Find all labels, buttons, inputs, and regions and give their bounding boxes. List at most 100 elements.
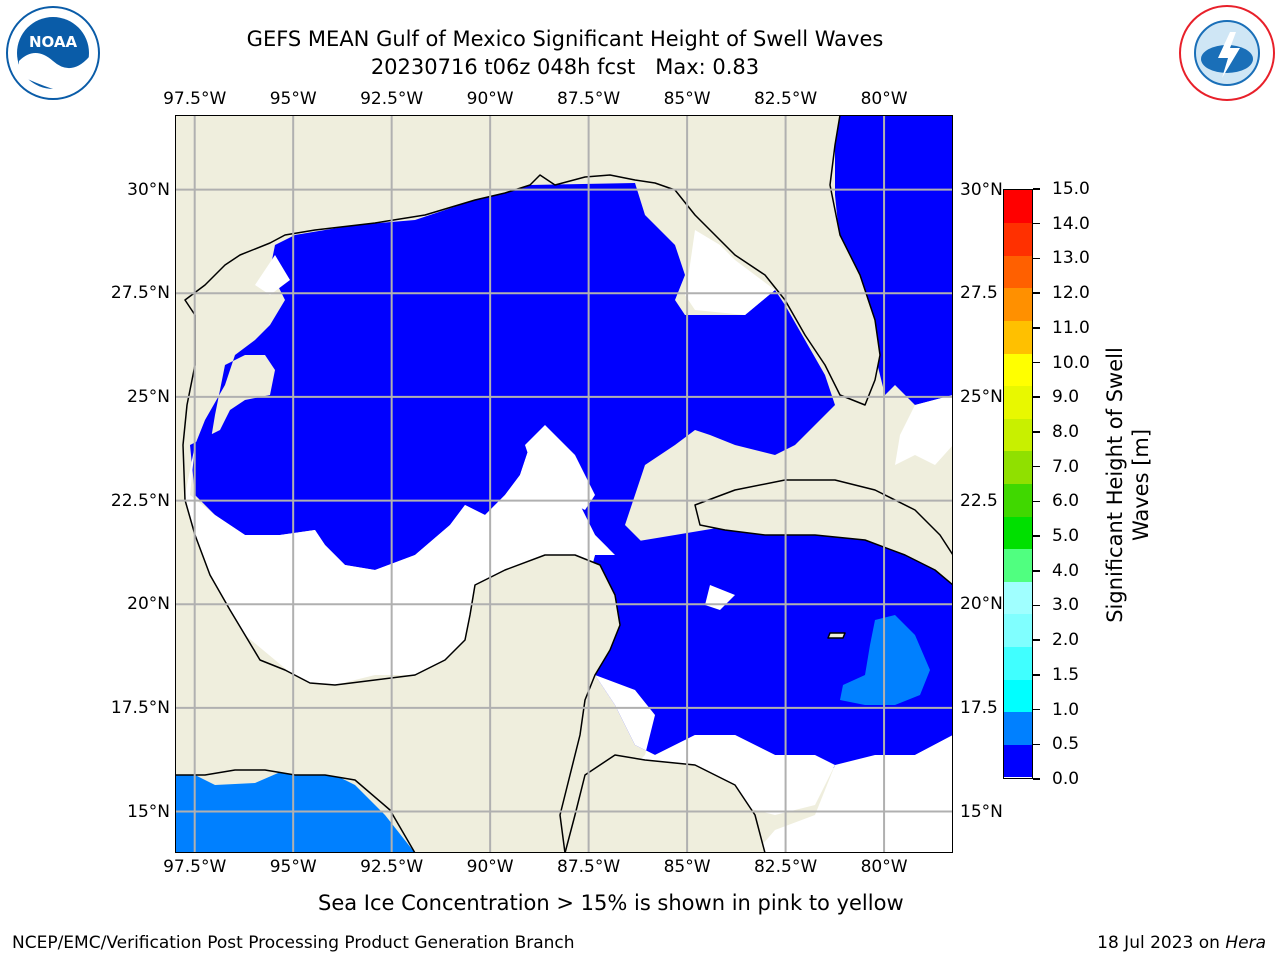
colorbar-label-0: 0.0 — [1052, 769, 1080, 789]
colorbar-title-line1: Significant Height of Swell — [1103, 347, 1127, 623]
colorbar-tick-8 — [1033, 500, 1040, 503]
colorbar-title-line2: Waves [m] — [1129, 428, 1153, 542]
lon-label-top-5: 85°W — [663, 89, 711, 109]
colorbar-label-4: 2.0 — [1052, 630, 1080, 651]
colorbar-label-15: 13.0 — [1052, 248, 1090, 269]
colorbar-tick-15 — [1033, 257, 1040, 260]
lat-label-left-5: 17.5°N — [110, 697, 170, 718]
colorbar-tick-2 — [1033, 708, 1040, 711]
swell-region-north-gulf — [189, 182, 835, 570]
colorbar-label-12: 10.0 — [1052, 352, 1090, 373]
colorbar-tick-0 — [1033, 778, 1040, 780]
lon-label-bottom-0: 97.5°W — [163, 857, 227, 877]
colorbar-segment-15 — [1004, 255, 1032, 289]
colorbar-tick-16 — [1033, 222, 1040, 225]
colorbar-label-16: 14.0 — [1052, 213, 1090, 234]
colorbar-label-2: 1.0 — [1052, 699, 1080, 720]
lat-label-right-2: 25°N — [960, 386, 1003, 407]
nws-logo-icon — [1179, 5, 1275, 101]
lat-label-left-0: 30°N — [127, 179, 170, 200]
colorbar-title: Significant Height of Swell Waves [m] — [1102, 347, 1154, 623]
colorbar — [1003, 189, 1033, 779]
colorbar-segment-16 — [1004, 222, 1032, 256]
lon-label-bottom-6: 82.5°W — [753, 857, 818, 877]
colorbar-tick-7 — [1033, 535, 1040, 537]
colorbar-label-3: 1.5 — [1052, 664, 1080, 685]
swell-region-atlantic — [834, 116, 952, 405]
land-isle — [826, 631, 846, 639]
colorbar-segment-14 — [1004, 287, 1032, 321]
lon-label-top-3: 90°W — [466, 89, 514, 109]
swell-region-caribbean — [584, 514, 952, 785]
footer-date: 18 Jul 2023 on Hera — [1097, 933, 1266, 953]
colorbar-segment-17 — [1004, 190, 1032, 224]
footer-credit: NCEP/EMC/Verification Post Processing Pr… — [12, 933, 575, 953]
lat-label-left-6: 15°N — [127, 801, 170, 822]
colorbar-tick-13 — [1033, 327, 1040, 329]
colorbar-label-7: 5.0 — [1052, 526, 1080, 547]
lon-label-bottom-7: 80°W — [860, 857, 908, 877]
colorbar-tick-14 — [1033, 292, 1040, 294]
colorbar-tick-17 — [1033, 188, 1040, 190]
map-panel — [175, 115, 953, 853]
lat-label-left-2: 25°N — [127, 386, 170, 407]
lat-label-left-1: 27.5°N — [110, 283, 170, 304]
chart-title: GEFS MEAN Gulf of Mexico Significant Hei… — [246, 27, 884, 51]
colorbar-label-10: 8.0 — [1052, 421, 1080, 442]
footer-host: Hera — [1225, 933, 1266, 953]
colorbar-segment-8 — [1004, 483, 1032, 517]
lon-label-bottom-1: 95°W — [269, 857, 317, 877]
colorbar-segment-10 — [1004, 418, 1032, 452]
colorbar-segment-13 — [1004, 320, 1032, 354]
colorbar-label-11: 9.0 — [1052, 387, 1080, 408]
lon-label-top-0: 97.5°W — [163, 89, 227, 109]
land-central-america — [563, 753, 766, 852]
colorbar-segment-1 — [1004, 711, 1032, 745]
colorbar-tick-1 — [1033, 743, 1040, 746]
colorbar-tick-12 — [1033, 361, 1040, 364]
lon-label-top-7: 80°W — [860, 89, 908, 109]
colorbar-segment-11 — [1004, 385, 1032, 419]
noaa-logo-icon: NOAA — [6, 6, 100, 100]
lon-label-bottom-5: 85°W — [663, 857, 711, 877]
colorbar-segment-2 — [1004, 679, 1032, 713]
lon-label-top-6: 82.5°W — [753, 89, 818, 109]
chart-subtitle: 20230716 t06z 048h fcst Max: 0.83 — [370, 55, 760, 79]
colorbar-tick-3 — [1033, 674, 1040, 676]
colorbar-label-17: 15.0 — [1052, 179, 1090, 199]
land-cuba — [693, 478, 952, 586]
lat-label-right-6: 15°N — [960, 801, 1003, 822]
colorbar-segment-6 — [1004, 548, 1032, 582]
lat-label-right-5: 17.5 — [960, 697, 998, 718]
lat-label-left-3: 22.5°N — [110, 490, 170, 511]
colorbar-label-5: 3.0 — [1052, 595, 1080, 616]
lat-label-right-3: 22.5 — [960, 490, 998, 511]
colorbar-tick-5 — [1033, 604, 1040, 607]
colorbar-segment-12 — [1004, 353, 1032, 387]
lat-label-right-4: 20°N — [960, 594, 1003, 615]
colorbar-tick-10 — [1033, 431, 1040, 433]
noaa-logo-text: NOAA — [29, 33, 78, 51]
lat-label-left-4: 20°N — [127, 594, 170, 615]
colorbar-segment-4 — [1004, 613, 1032, 648]
colorbar-tick-11 — [1033, 396, 1040, 398]
lon-label-top-1: 95°W — [269, 89, 317, 109]
colorbar-tick-9 — [1033, 465, 1040, 468]
lon-label-top-2: 92.5°W — [360, 89, 424, 109]
colorbar-tick-4 — [1033, 639, 1040, 641]
colorbar-tick-6 — [1033, 570, 1040, 572]
lat-label-right-0: 30°N — [960, 179, 1003, 200]
colorbar-label-6: 4.0 — [1052, 560, 1080, 581]
colorbar-label-9: 7.0 — [1052, 456, 1080, 477]
colorbar-label-13: 11.0 — [1052, 317, 1090, 338]
lon-label-bottom-3: 90°W — [466, 857, 514, 877]
colorbar-segment-3 — [1004, 646, 1032, 680]
colorbar-label-14: 12.0 — [1052, 283, 1090, 304]
lon-label-bottom-4: 87.5°W — [557, 857, 621, 877]
colorbar-label-8: 6.0 — [1052, 491, 1080, 512]
lat-label-right-1: 27.5 — [960, 283, 998, 304]
colorbar-segment-9 — [1004, 450, 1032, 484]
colorbar-segment-0 — [1004, 744, 1032, 778]
colorbar-segment-7 — [1004, 516, 1032, 550]
lon-label-bottom-2: 92.5°W — [360, 857, 424, 877]
